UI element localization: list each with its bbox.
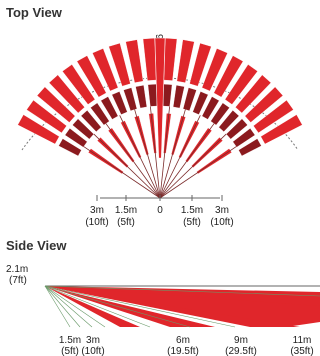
outer-zone xyxy=(62,64,96,105)
inner-zone xyxy=(135,84,148,109)
ray xyxy=(159,133,227,199)
center-zone xyxy=(154,37,166,159)
scale-feet: (10ft) xyxy=(85,217,108,228)
scale-distance: 1.5m xyxy=(115,205,137,216)
inner-zone xyxy=(218,110,240,132)
outer-zone xyxy=(235,74,272,114)
side-ray xyxy=(44,285,81,328)
outer-zone xyxy=(260,114,303,145)
inner-zone xyxy=(72,118,95,140)
side-feet: (29.5ft) xyxy=(225,346,257,356)
side-distance: 11m xyxy=(293,335,312,346)
top-view-title: Top View xyxy=(6,5,63,20)
ray xyxy=(105,123,161,199)
inner-zone xyxy=(225,118,248,140)
ray xyxy=(159,109,186,199)
near-zone xyxy=(163,113,172,154)
side-ray xyxy=(44,285,151,328)
ray xyxy=(134,109,161,199)
side-distance: 6m xyxy=(176,335,190,346)
side-view-title: Side View xyxy=(6,238,67,253)
inner-zone xyxy=(162,83,173,107)
side-ray xyxy=(44,285,106,328)
scale-distance: 1.5m xyxy=(181,205,203,216)
inner-zone xyxy=(64,128,88,148)
inner-zone xyxy=(90,102,110,126)
scale-feet: (5ft) xyxy=(183,217,201,228)
side-ray xyxy=(44,285,93,328)
outer-zone xyxy=(224,64,258,105)
ray xyxy=(159,106,171,199)
side-distance: 1.5m xyxy=(59,335,81,346)
side-zone xyxy=(45,286,140,327)
inner-zone xyxy=(192,91,209,115)
outer-zone xyxy=(36,86,76,123)
side-ray xyxy=(44,285,320,297)
inner-zone xyxy=(80,110,102,132)
inner-zone xyxy=(111,91,128,115)
inner-zone xyxy=(172,84,185,109)
inner-zone xyxy=(58,138,82,157)
ray xyxy=(159,146,237,199)
outer-zone xyxy=(163,37,178,81)
side-feet: (35ft) xyxy=(290,346,313,356)
side-distance: 9m xyxy=(234,335,248,346)
scale-distance: 3m xyxy=(215,205,229,216)
scale-distance: 0 xyxy=(157,205,163,216)
side-ray xyxy=(44,285,71,328)
inner-zone xyxy=(182,87,197,112)
side-zone xyxy=(45,286,215,327)
near-zone xyxy=(148,113,157,154)
scale-feet: (10ft) xyxy=(210,217,233,228)
inner-zone xyxy=(232,128,256,148)
height-feet-label: (7ft) xyxy=(9,275,27,286)
ray xyxy=(119,115,161,199)
outer-zone xyxy=(26,99,67,134)
scale-feet: (5ft) xyxy=(117,217,135,228)
ray xyxy=(159,115,201,199)
outer-zone xyxy=(17,114,60,145)
outer-zone xyxy=(142,37,157,81)
outer-zone xyxy=(213,55,244,98)
outer-zone xyxy=(76,55,107,98)
inner-zone xyxy=(201,96,220,120)
height-label: 2.1m xyxy=(6,264,28,275)
inner-zone xyxy=(238,138,262,157)
side-ray xyxy=(44,285,236,328)
outer-zone xyxy=(48,74,85,114)
outer-zone xyxy=(244,86,284,123)
ray xyxy=(159,123,215,199)
side-zone xyxy=(45,286,300,327)
outer-zone xyxy=(125,39,144,83)
ray xyxy=(93,133,161,199)
side-ray xyxy=(44,285,191,328)
inner-zone xyxy=(100,96,119,120)
outer-zone xyxy=(176,39,195,83)
outer-zone xyxy=(92,48,119,92)
side-feet: (5ft) xyxy=(61,346,79,356)
side-feet: (10ft) xyxy=(81,346,104,356)
ray xyxy=(83,146,161,199)
outer-zone xyxy=(201,48,228,92)
outer-zone xyxy=(108,42,131,87)
outer-zone xyxy=(189,42,212,87)
inner-zone xyxy=(147,83,158,107)
side-zone xyxy=(45,286,320,327)
side-distance: 3m xyxy=(86,335,100,346)
outer-zone xyxy=(253,99,294,134)
ray xyxy=(149,106,161,199)
side-feet: (19.5ft) xyxy=(167,346,199,356)
scale-distance: 3m xyxy=(90,205,104,216)
